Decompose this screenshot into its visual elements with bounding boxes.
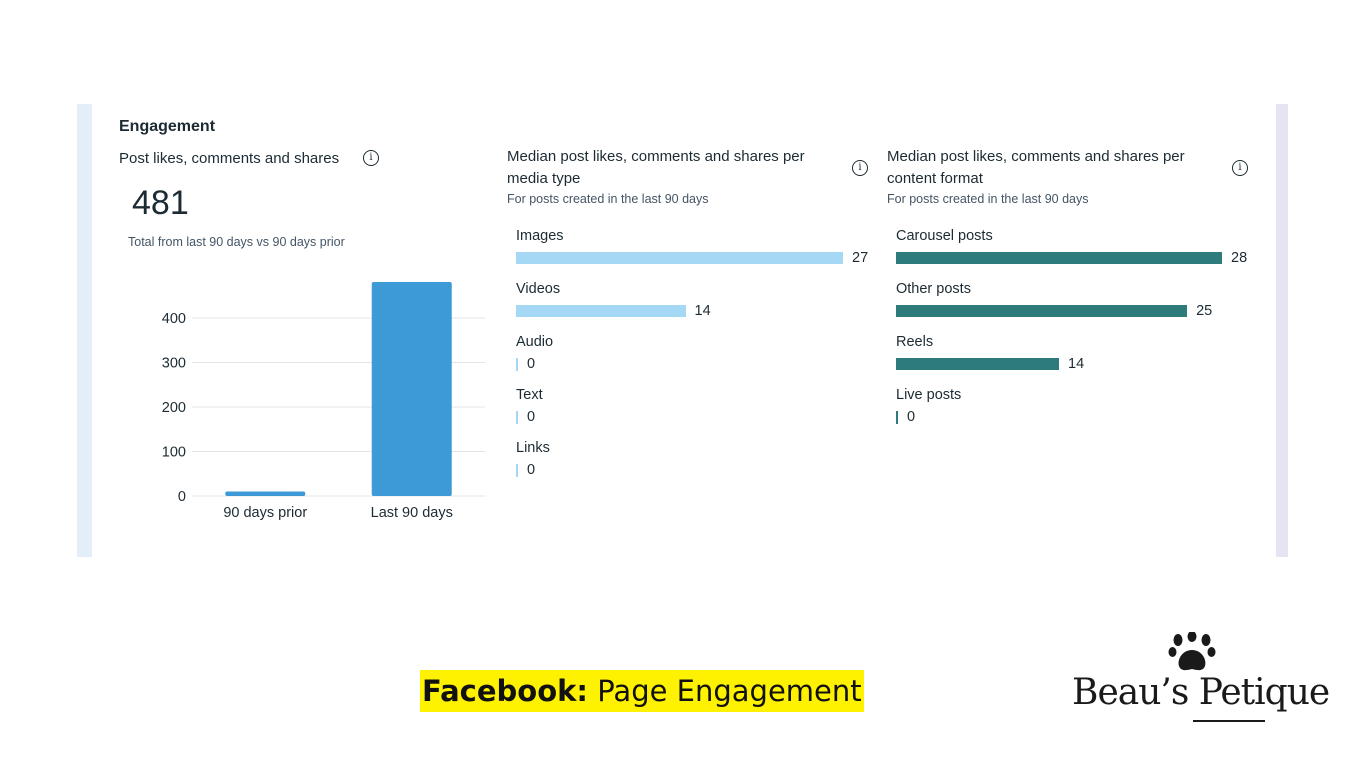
total-card-title: Post likes, comments and shares [119, 150, 340, 167]
bar-reels[interactable] [896, 358, 1059, 370]
x-tick-label: Last 90 days [371, 505, 453, 521]
media-type-bar-chart: Images 27 Videos 14 Audio 0 Text 0 Links 0 [516, 228, 876, 498]
x-tick-label: 90 days prior [223, 505, 307, 521]
brand-underline [1193, 720, 1265, 722]
bar-live-posts[interactable] [896, 411, 898, 424]
bar-label: Other posts [896, 281, 971, 297]
y-tick-label: 200 [162, 400, 186, 416]
bar-label: Audio [516, 334, 554, 350]
info-icon[interactable]: i [1232, 160, 1248, 176]
y-tick-label: 300 [162, 356, 186, 372]
bar-value: 0 [527, 462, 536, 478]
bar-value: 25 [1196, 303, 1213, 319]
bar-audio[interactable] [516, 358, 518, 371]
bar-links[interactable] [516, 464, 518, 477]
footer-label-rest: Page Engagement [588, 674, 862, 708]
media-card-title-line1: Median post likes, comments and shares p… [507, 148, 805, 165]
total-value: 481 [132, 184, 189, 222]
media-card-subtitle: For posts created in the last 90 days [507, 192, 709, 206]
bar-value: 0 [907, 409, 916, 425]
format-card-title-line2: content format [887, 170, 983, 187]
bar-label: Text [516, 387, 543, 403]
bar-label: Images [516, 228, 564, 244]
footer-label-bold: Facebook: [422, 674, 589, 708]
y-tick-label: 400 [162, 311, 186, 327]
bar-text[interactable] [516, 411, 518, 424]
panel-right-edge [1276, 104, 1288, 557]
brand-name: Beau’s Petique [1072, 672, 1330, 713]
paw-icon [1168, 632, 1216, 671]
engagement-panel [77, 104, 1288, 557]
bar-value: 0 [527, 356, 536, 372]
media-card-title-line2: media type [507, 170, 581, 187]
info-icon[interactable]: i [852, 160, 868, 176]
bar-label: Links [516, 440, 550, 456]
bar-value: 14 [694, 303, 711, 319]
bar-value: 0 [527, 409, 536, 425]
bar-videos[interactable] [516, 305, 686, 317]
y-tick-label: 0 [178, 489, 186, 505]
section-title: Engagement [119, 118, 216, 135]
bar-other-posts[interactable] [896, 305, 1188, 317]
panel-left-edge [77, 104, 92, 557]
bar-label: Reels [896, 334, 934, 350]
total-caption: Total from last 90 days vs 90 days prior [128, 235, 345, 249]
y-tick-label: 100 [162, 445, 186, 461]
format-card-title-line1: Median post likes, comments and shares p… [887, 148, 1185, 165]
bar-label: Videos [516, 281, 561, 297]
bar-carousel-posts[interactable] [896, 252, 1222, 264]
bar-last-90-days[interactable] [371, 282, 452, 496]
footer-caption: Facebook: Page Engagement [420, 670, 864, 712]
info-icon[interactable]: i [363, 150, 379, 166]
comparison-bar-chart: 0 100 200 300 400 90 days prior Last 90 days [162, 282, 485, 521]
bar-value: 28 [1231, 250, 1248, 266]
bar-label: Live posts [896, 387, 962, 403]
bar-value: 27 [852, 250, 869, 266]
bar-label: Carousel posts [896, 228, 993, 244]
content-format-bar-chart: Carousel posts 28 Other posts 25 Reels 14 Live… [896, 228, 1256, 448]
bar-images[interactable] [516, 252, 843, 264]
bar-90-days-prior[interactable] [225, 491, 306, 496]
format-card-subtitle: For posts created in the last 90 days [887, 192, 1089, 206]
bar-value: 14 [1068, 356, 1085, 372]
